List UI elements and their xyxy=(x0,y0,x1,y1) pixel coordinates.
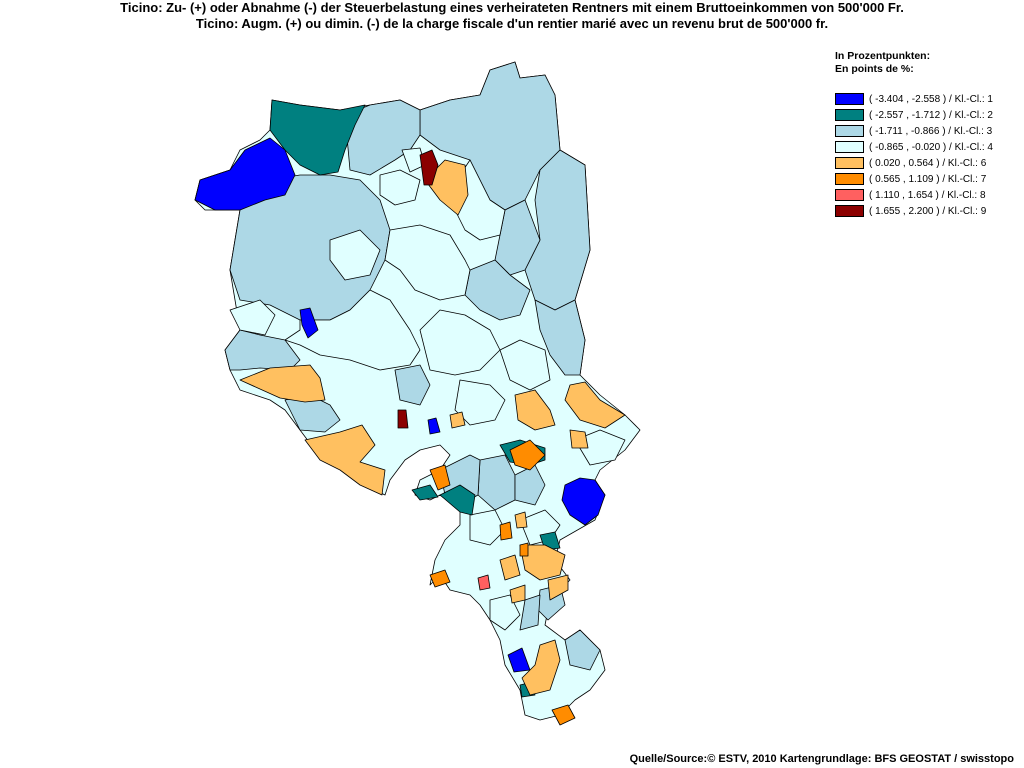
legend-label-class-8: ( 1.110 , 1.654 ) / Kl.-Cl.: 8 xyxy=(869,189,986,201)
municipality-north-9[interactable] xyxy=(379,169,421,206)
legend-label-class-3: ( -1.711 , -0.866 ) / Kl.-Cl.: 3 xyxy=(869,125,993,137)
municipality-south-7[interactable] xyxy=(489,594,521,631)
legend-item-class-8: ( 1.110 , 1.654 ) / Kl.-Cl.: 8 xyxy=(835,188,1024,202)
municipality-southwest[interactable] xyxy=(224,329,301,371)
municipality-orange-small-1[interactable] xyxy=(449,411,466,429)
municipality-blue-east[interactable] xyxy=(561,477,606,526)
municipality-orange-south-1[interactable] xyxy=(519,544,566,581)
municipality-salmon[interactable] xyxy=(477,574,491,591)
municipality-center-5[interactable] xyxy=(329,229,381,281)
municipality-center-north[interactable] xyxy=(384,224,471,301)
municipality-east-3[interactable] xyxy=(534,299,586,376)
municipality-east-2[interactable] xyxy=(494,199,541,276)
municipality-south-center-2[interactable] xyxy=(469,509,506,546)
municipality-orange-east[interactable] xyxy=(564,381,626,429)
municipality-darkred-center[interactable] xyxy=(397,409,409,429)
municipality-orange-south-4[interactable] xyxy=(499,554,521,581)
municipality-orange-center[interactable] xyxy=(514,389,556,431)
municipality-teal-5[interactable] xyxy=(411,484,439,501)
legend-label-class-2: ( -2.557 , -1.712 ) / Kl.-Cl.: 2 xyxy=(869,109,993,121)
legend-swatch-class-7 xyxy=(835,173,864,185)
legend-heading-german: In Prozentpunkten: xyxy=(835,50,931,62)
legend-swatch-class-9 xyxy=(835,205,864,217)
legend-items: ( -3.404 , -2.558 ) / Kl.-Cl.: 1 ( -2.55… xyxy=(835,92,1024,218)
legend-swatch-class-1 xyxy=(835,93,864,105)
municipality-central-east[interactable] xyxy=(464,259,531,321)
municipality-valley[interactable] xyxy=(394,364,431,406)
municipality-south-6[interactable] xyxy=(519,594,541,631)
legend-item-class-4: ( -0.865 , -0.020 ) / Kl.-Cl.: 4 xyxy=(835,140,1024,154)
municipality-orange-small-3[interactable] xyxy=(514,511,528,529)
municipality-darkorange-4[interactable] xyxy=(499,521,513,541)
municipality-darkred-north[interactable] xyxy=(419,149,439,186)
source-credit: Quelle/Source:© ESTV, 2010 Kartengrundla… xyxy=(629,753,1014,765)
municipality-orange-south-3[interactable] xyxy=(547,574,569,601)
municipality-northwest-blue[interactable] xyxy=(194,137,296,211)
legend-label-class-4: ( -0.865 , -0.020 ) / Kl.-Cl.: 4 xyxy=(869,141,993,153)
map-legend: In Prozentpunkten: En points de %: ( -3.… xyxy=(835,50,1024,220)
legend-swatch-class-3 xyxy=(835,125,864,137)
municipality-orange-small-2[interactable] xyxy=(569,429,589,449)
legend-swatch-class-8 xyxy=(835,189,864,201)
municipality-teal-1[interactable] xyxy=(439,484,476,516)
title-line-french: Ticino: Augm. (+) ou dimin. (-) de la ch… xyxy=(195,16,829,31)
municipality-darkorange-1[interactable] xyxy=(509,439,546,471)
municipality-darkorange-6[interactable] xyxy=(519,542,529,557)
municipality-south-5[interactable] xyxy=(564,629,601,671)
legend-swatch-class-4 xyxy=(835,141,864,153)
municipality-orange-south-2[interactable] xyxy=(521,639,561,696)
legend-swatch-class-6 xyxy=(835,157,864,169)
municipality-orange-south-5[interactable] xyxy=(509,584,526,604)
legend-item-class-9: ( 1.655 , 2.200 ) / Kl.-Cl.: 9 xyxy=(835,204,1024,218)
legend-item-class-6: ( 0.020 , 0.564 ) / Kl.-Cl.: 6 xyxy=(835,156,1024,170)
legend-label-class-6: ( 0.020 , 0.564 ) / Kl.-Cl.: 6 xyxy=(869,157,987,169)
legend-item-class-3: ( -1.711 , -0.866 ) / Kl.-Cl.: 3 xyxy=(835,124,1024,138)
legend-label-class-1: ( -3.404 , -2.558 ) / Kl.-Cl.: 1 xyxy=(869,93,993,105)
municipality-center-4[interactable] xyxy=(454,379,506,426)
municipality-orange-southwest[interactable] xyxy=(304,424,386,496)
municipality-northwest-teal[interactable] xyxy=(269,99,366,176)
municipality-center-3[interactable] xyxy=(499,339,551,391)
municipality-south-8[interactable] xyxy=(574,429,626,466)
legend-swatch-class-2 xyxy=(835,109,864,121)
legend-item-class-2: ( -2.557 , -1.712 ) / Kl.-Cl.: 2 xyxy=(835,108,1024,122)
legend-label-class-7: ( 0.565 , 1.109 ) / Kl.-Cl.: 7 xyxy=(869,173,987,185)
municipality-center-large[interactable] xyxy=(284,289,421,371)
legend-heading-french: En points de %: xyxy=(835,63,914,75)
legend-item-class-1: ( -3.404 , -2.558 ) / Kl.-Cl.: 1 xyxy=(835,92,1024,106)
municipality-north-center[interactable] xyxy=(344,99,421,176)
municipality-darkorange-5[interactable] xyxy=(551,704,576,726)
legend-label-class-9: ( 1.655 , 2.200 ) / Kl.-Cl.: 9 xyxy=(869,205,987,217)
title-line-german: Ticino: Zu- (+) oder Abnahme (-) der Ste… xyxy=(120,0,904,15)
municipality-blue-small-2[interactable] xyxy=(427,417,441,435)
municipality-darkorange-3[interactable] xyxy=(429,569,451,588)
map-title: Ticino: Zu- (+) oder Abnahme (-) der Ste… xyxy=(0,0,1024,32)
municipality-west-small[interactable] xyxy=(229,299,276,336)
municipality-blue-small-1[interactable] xyxy=(299,307,319,339)
municipality-darkorange-2[interactable] xyxy=(429,464,451,491)
legend-item-class-7: ( 0.565 , 1.109 ) / Kl.-Cl.: 7 xyxy=(835,172,1024,186)
municipality-orange-west[interactable] xyxy=(239,364,326,403)
